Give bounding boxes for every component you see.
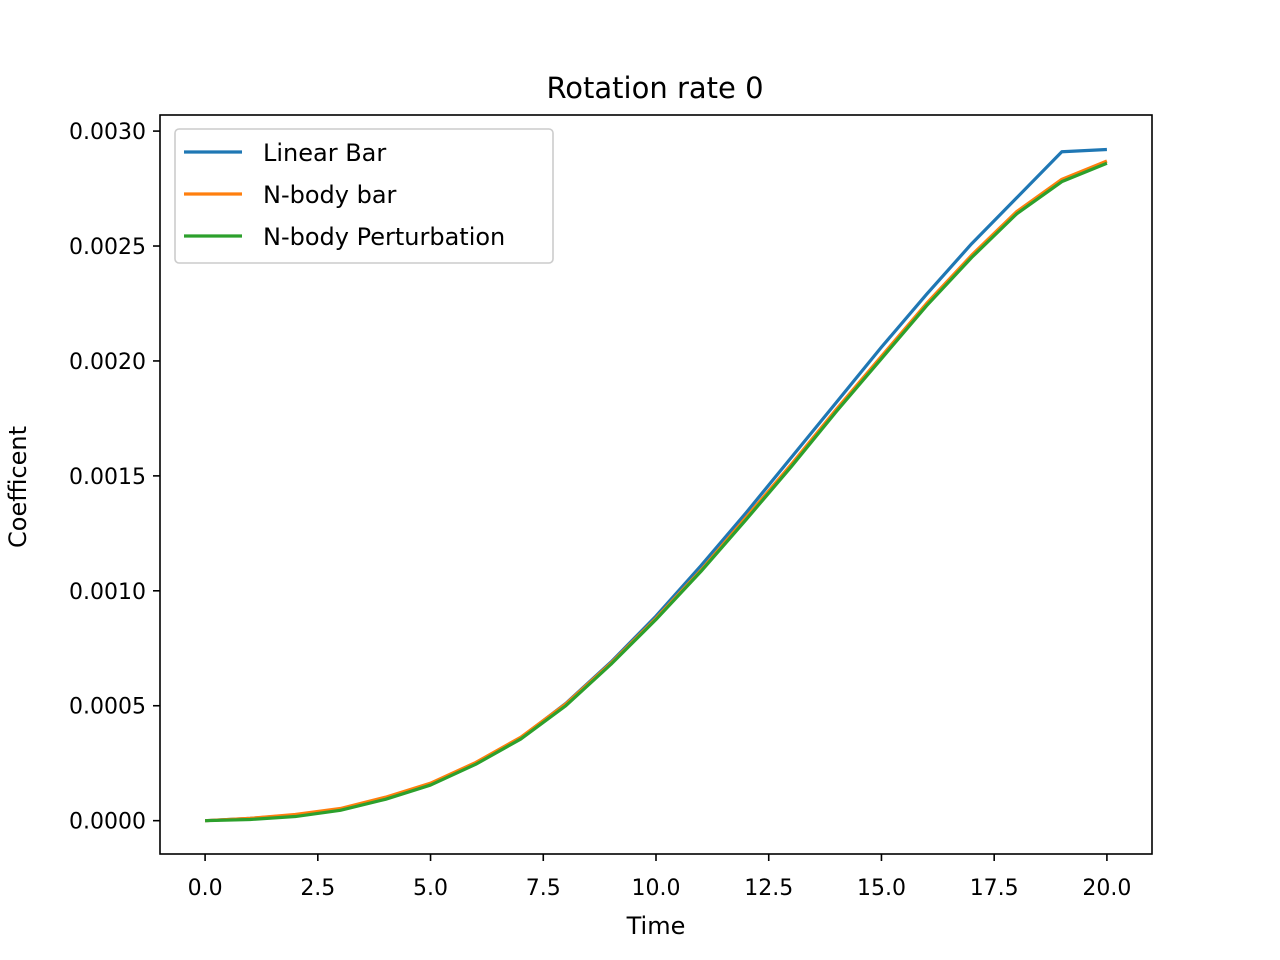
y-axis-label: Coefficent xyxy=(4,426,32,548)
x-tick-label: 5.0 xyxy=(413,876,448,901)
legend-label: N-body Perturbation xyxy=(263,223,505,251)
series-lines xyxy=(205,147,1108,823)
y-tick-label: 0.0030 xyxy=(69,120,146,145)
x-tick-label: 12.5 xyxy=(744,876,793,901)
y-tick-label: 0.0005 xyxy=(69,695,146,720)
y-tick-label: 0.0000 xyxy=(69,810,146,835)
legend-label: N-body bar xyxy=(263,181,397,209)
x-tick-label: 7.5 xyxy=(526,876,561,901)
series-line-n-body-perturbation xyxy=(205,161,1108,823)
x-tick-label: 10.0 xyxy=(632,876,681,901)
y-tick-label: 0.0010 xyxy=(69,580,146,605)
x-tick-label: 15.0 xyxy=(857,876,906,901)
legend-label: Linear Bar xyxy=(263,139,386,167)
x-axis-label: Time xyxy=(626,912,686,940)
x-tick-label: 17.5 xyxy=(970,876,1019,901)
x-tick-label: 2.5 xyxy=(300,876,335,901)
x-tick-label: 0.0 xyxy=(188,876,223,901)
legend-box xyxy=(174,128,554,264)
x-tick-label: 20.0 xyxy=(1082,876,1131,901)
y-tick-label: 0.0020 xyxy=(69,350,146,375)
legend: Linear Bar N-body bar N-body Perturbation xyxy=(174,128,554,264)
chart-title: Rotation rate 0 xyxy=(546,71,763,105)
y-tick-label: 0.0015 xyxy=(69,465,146,490)
y-tick-label: 0.0025 xyxy=(69,235,146,260)
x-axis-ticks: 0.0 2.5 5.0 7.5 10.0 12.5 15.0 17.5 20.0 xyxy=(188,854,1131,901)
y-axis-ticks: 0.0000 0.0005 0.0010 0.0015 0.0020 0.0025 0.00… xyxy=(69,120,160,835)
